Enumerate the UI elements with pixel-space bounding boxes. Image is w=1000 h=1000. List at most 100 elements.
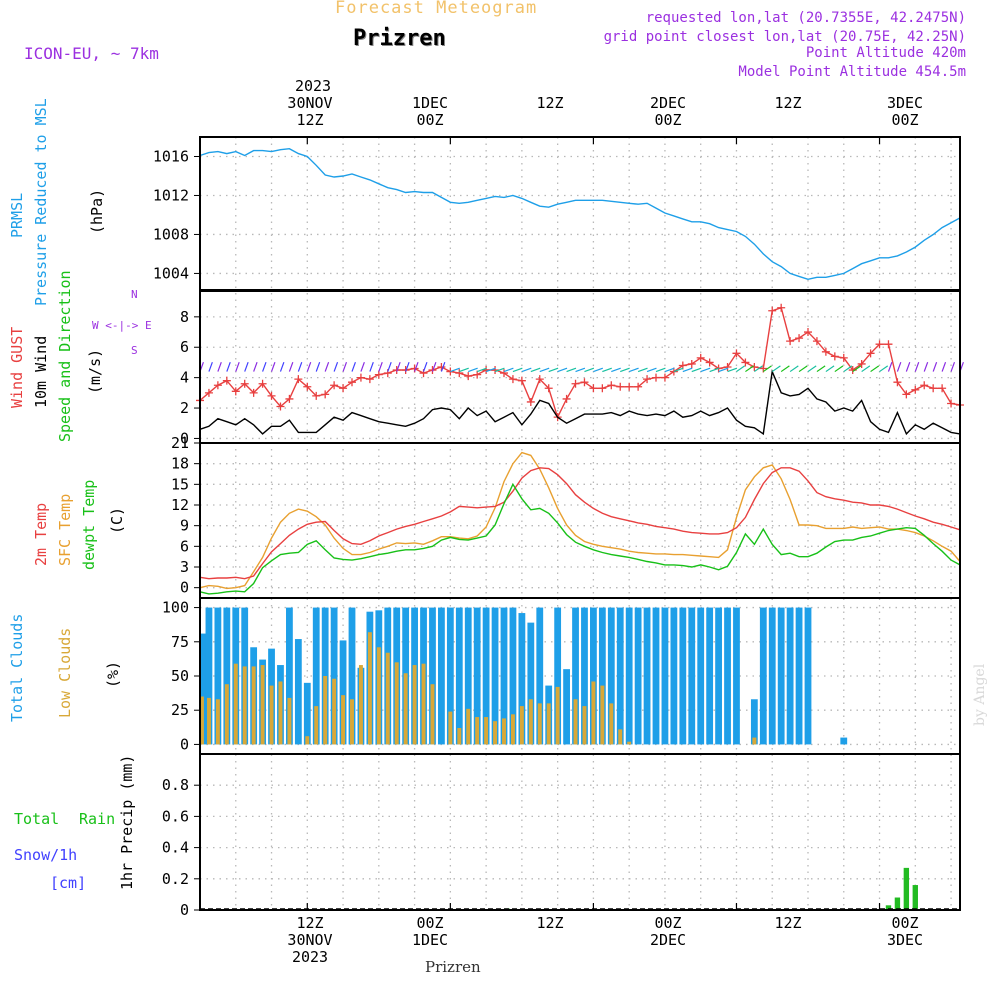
gust-marker: [660, 373, 669, 382]
wind-direction-arrow: [422, 361, 428, 372]
wind-direction-arrow: [369, 361, 374, 372]
wind-direction-arrow: [360, 361, 365, 372]
gust-marker: [857, 359, 866, 368]
wind-direction-arrow: [235, 361, 240, 372]
gust-marker: [902, 390, 911, 399]
low-cloud-bar: [251, 666, 256, 745]
model-name: ICON-EU, ~ 7km: [24, 44, 159, 63]
top-time-label: 12Z: [748, 95, 828, 112]
gust-marker: [249, 388, 258, 397]
gust-marker: [830, 352, 839, 361]
wind-direction-arrow: [208, 361, 213, 372]
low-cloud-bar: [457, 728, 462, 745]
wind-direction-arrow: [450, 367, 460, 373]
total-cloud-bar: [205, 607, 213, 745]
total-cloud-bar: [348, 607, 356, 745]
bottom-time-label-line1: 00Z: [654, 914, 682, 932]
wind-direction-arrow: [825, 365, 835, 373]
low-cloud-bar: [573, 699, 578, 745]
bottom-time-label-line1: 12Z: [296, 914, 324, 932]
total-cloud-bar: [661, 607, 669, 745]
total-cloud-bar: [759, 607, 767, 745]
bottom-time-label-line2: 1DEC: [411, 931, 449, 949]
sfc-temp-line: [199, 451, 961, 590]
panel-frame: [199, 753, 961, 911]
top-time-label-hour: 12Z: [536, 94, 564, 112]
wind-direction-arrow: [226, 361, 231, 372]
wind-direction-arrow: [270, 361, 276, 372]
wind-direction-arrow: [843, 365, 853, 373]
bottom-time-label: 12Z: [748, 915, 828, 966]
low-cloud-bar: [618, 729, 623, 745]
low-cloud-bar: [215, 699, 220, 745]
meteogram-title: Forecast Meteogram: [335, 0, 538, 18]
gust-marker: [517, 376, 526, 385]
total-cloud-bar: [223, 607, 231, 745]
panel-frames: 1004100810121016024680369121518210255075…: [153, 136, 961, 919]
wind-direction-arrow: [727, 367, 738, 373]
y-tick-label: 0.4: [162, 839, 189, 857]
gust-marker: [705, 358, 714, 367]
y-tick-label: 1008: [153, 225, 189, 243]
gust-marker: [473, 370, 482, 379]
y-tick-label: 4: [180, 369, 189, 387]
gust-marker: [947, 399, 956, 408]
gust-marker: [580, 378, 589, 387]
total-cloud-bar: [688, 607, 696, 745]
wind-direction-arrow: [807, 365, 817, 373]
gust-marker: [544, 384, 553, 393]
bottom-time-label: 00Z 3DEC: [865, 915, 945, 966]
gust-marker: [768, 306, 777, 315]
wind-direction-arrow: [709, 367, 720, 373]
gust-marker: [526, 397, 535, 406]
total-cloud-bar: [446, 607, 454, 745]
low-cloud-bar: [502, 718, 506, 745]
gust-marker: [821, 347, 830, 356]
bottom-time-label: 00Z 2DEC: [628, 915, 708, 966]
bottom-time-label-line2: 3DEC: [886, 931, 924, 949]
wind-direction-arrow: [279, 361, 285, 372]
wind-direction-arrow: [548, 367, 559, 373]
wind-direction-arrow: [628, 367, 639, 373]
low-cloud-bar: [242, 666, 247, 745]
total-cloud-bar: [339, 640, 347, 745]
gust-marker: [723, 363, 732, 371]
rain-bar: [894, 897, 901, 910]
wind-direction-arrow: [771, 365, 781, 373]
gust-marker: [571, 379, 580, 388]
gust-marker: [839, 353, 848, 362]
gust-marker: [607, 381, 616, 390]
low-cloud-bar: [493, 721, 498, 745]
gust-marker: [267, 391, 276, 400]
y-tick-label: 100: [162, 599, 189, 617]
compass-south: S: [131, 344, 138, 357]
total-cloud-bar: [697, 607, 705, 745]
wind-direction-arrow: [700, 367, 711, 373]
total-cloud-bar: [598, 607, 606, 745]
low-cloud-bar: [591, 681, 596, 745]
bottom-time-label-line2: 30NOV: [287, 931, 333, 949]
low-cloud-bar: [367, 632, 372, 745]
low-cloud-bar: [314, 706, 319, 745]
total-cloud-bar: [214, 607, 222, 745]
y-tick-label: 0.2: [162, 870, 189, 888]
total-cloud-bar: [500, 607, 508, 745]
bottom-time-label-line3: 2023: [291, 948, 329, 966]
wind-direction-arrow: [405, 361, 410, 372]
low-cloud-bar: [466, 708, 471, 745]
gust-marker: [508, 375, 517, 384]
gust-marker: [938, 384, 947, 393]
low-cloud-bar: [260, 665, 265, 745]
y-tick-label: 21: [171, 434, 189, 452]
wind-direction-arrow: [646, 367, 657, 373]
low-cloud-bar: [305, 736, 310, 745]
wind-direction-arrow: [494, 367, 505, 373]
low-cloud-bar: [537, 703, 542, 745]
wind-direction-arrow: [593, 367, 604, 373]
gust-marker: [374, 370, 383, 379]
pressure-line: [199, 147, 961, 281]
gust-marker: [535, 375, 544, 384]
total-cloud-bar: [473, 607, 481, 745]
gust-marker: [866, 349, 875, 358]
top-time-label-hour: 00Z: [654, 111, 682, 129]
